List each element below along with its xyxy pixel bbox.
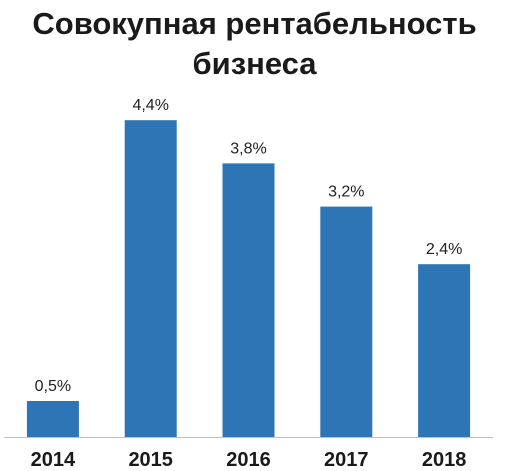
bar-2016 <box>222 163 275 437</box>
category-label-2017: 2017 <box>324 449 369 471</box>
bar-2015 <box>124 120 177 437</box>
value-labels-group: 0,5% 4,4% 3,8% 3,2% 2,4% <box>35 97 463 395</box>
category-labels-group: 2014 2015 2016 2017 2018 <box>31 449 467 471</box>
value-label-2018: 2,4% <box>426 241 462 258</box>
category-label-2014: 2014 <box>31 449 76 471</box>
bar-2017 <box>320 206 373 437</box>
bar-2014 <box>26 401 79 437</box>
chart-title: Совокупная рентабельность бизнеса <box>32 6 477 81</box>
value-label-2015: 4,4% <box>132 97 168 114</box>
category-label-2015: 2015 <box>128 449 173 471</box>
bar-2018 <box>418 264 471 437</box>
bars-group <box>26 120 471 437</box>
category-label-2016: 2016 <box>226 449 271 471</box>
value-label-2014: 0,5% <box>35 378 71 395</box>
value-label-2016: 3,8% <box>230 140 266 157</box>
value-label-2017: 3,2% <box>328 184 364 201</box>
category-label-2018: 2018 <box>422 449 467 471</box>
